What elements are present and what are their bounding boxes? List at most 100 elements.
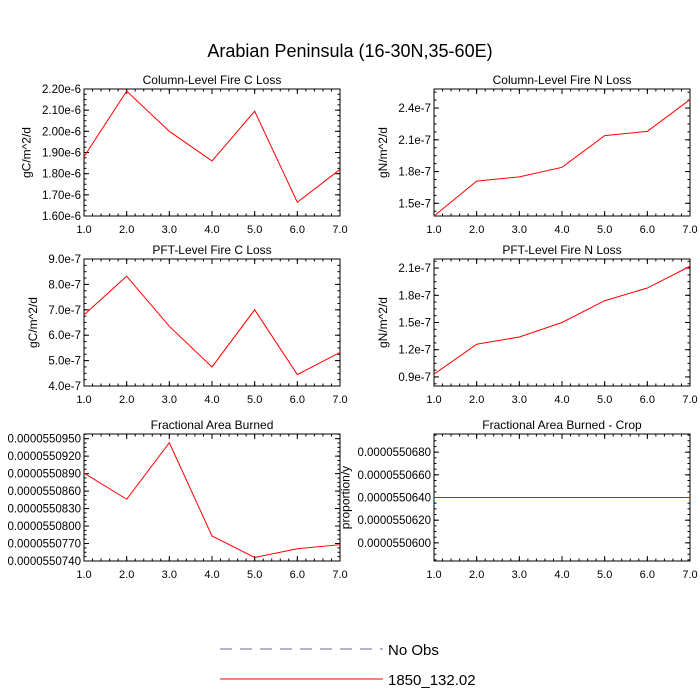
y-tick-label: 0.0000550740 xyxy=(7,556,81,568)
x-tick-label: 7.0 xyxy=(682,224,697,236)
y-tick-label: 2.20e-6 xyxy=(42,84,81,96)
x-tick-label: 2.0 xyxy=(469,569,484,581)
y-tick-label: 0.0000550860 xyxy=(7,486,81,498)
y-tick-label: 2.1e-7 xyxy=(398,263,431,275)
x-tick-label: 5.0 xyxy=(597,569,612,581)
y-tick-label: 5.0e-7 xyxy=(48,356,81,368)
panel-title: Fractional Area Burned - Crop xyxy=(482,418,642,432)
plot-frame xyxy=(83,88,341,217)
x-tick-label: 7.0 xyxy=(332,224,347,236)
x-tick-label: 5.0 xyxy=(247,224,262,236)
panel-title: PFT-Level Fire C Loss xyxy=(152,243,271,257)
y-axis-label: gN/m^2/d xyxy=(376,297,390,348)
x-tick-label: 3.0 xyxy=(512,224,527,236)
y-tick-label: 0.0000550680 xyxy=(357,447,431,459)
x-tick-label: 6.0 xyxy=(640,569,655,581)
x-tick-label: 6.0 xyxy=(640,394,655,406)
x-tick-label: 1.0 xyxy=(426,394,441,406)
y-tick-label: 9.0e-7 xyxy=(48,254,81,266)
chart-panel-4: PFT-Level Fire N Loss 1.0 2.0 3.0 4.0 5.0 6.0 7… xyxy=(376,243,698,406)
series-line-1 xyxy=(433,265,691,375)
y-tick-label: 0.0000550600 xyxy=(357,538,431,550)
x-tick-label: 5.0 xyxy=(247,394,262,406)
chart-panels: Column-Level Fire C Loss 1.0 2.0 3.0 4.0 5.0 6… xyxy=(7,73,697,581)
x-tick-label: 7.0 xyxy=(332,394,347,406)
x-tick-label: 3.0 xyxy=(512,394,527,406)
y-tick-label: 2.4e-7 xyxy=(398,103,431,115)
y-tick-label: 2.10e-6 xyxy=(42,105,81,117)
x-tick-label: 2.0 xyxy=(469,394,484,406)
y-tick-label: 1.5e-7 xyxy=(398,198,431,210)
chart-panel-6: Fractional Area Burned - Crop 1.0 2.0 3.0 4.… xyxy=(339,418,698,581)
y-tick-label: 8.0e-7 xyxy=(48,279,81,291)
y-tick-label: 1.70e-6 xyxy=(42,190,81,202)
x-tick-label: 3.0 xyxy=(162,569,177,581)
x-tick-label: 1.0 xyxy=(426,569,441,581)
x-tick-label: 1.0 xyxy=(76,224,91,236)
y-axis-label: gN/m^2/d xyxy=(376,127,390,178)
y-tick-label: 1.5e-7 xyxy=(398,318,431,330)
y-tick-label: 0.0000550770 xyxy=(7,539,81,551)
x-tick-label: 2.0 xyxy=(119,394,134,406)
x-tick-label: 7.0 xyxy=(682,394,697,406)
y-tick-label: 1.2e-7 xyxy=(398,345,431,357)
x-tick-label: 7.0 xyxy=(332,569,347,581)
y-tick-label: 2.00e-6 xyxy=(42,126,81,138)
x-tick-label: 6.0 xyxy=(290,569,305,581)
y-tick-label: 0.0000550950 xyxy=(7,434,81,446)
chart-panel-2: Column-Level Fire N Loss 1.0 2.0 3.0 4.0 5.0 6… xyxy=(376,73,698,236)
y-tick-label: 0.0000550890 xyxy=(7,469,81,481)
x-tick-label: 6.0 xyxy=(290,224,305,236)
y-tick-label: 0.0000550800 xyxy=(7,521,81,533)
series-line-1 xyxy=(433,99,691,217)
chart-panel-5: Fractional Area Burned 1.0 2.0 3.0 4.0 5.0 6.0… xyxy=(7,418,347,581)
y-tick-label: 1.8e-7 xyxy=(398,167,431,179)
y-tick-label: 7.0e-7 xyxy=(48,305,81,317)
x-tick-label: 5.0 xyxy=(597,394,612,406)
x-tick-label: 5.0 xyxy=(247,569,262,581)
chart-panel-1: Column-Level Fire C Loss 1.0 2.0 3.0 4.0 5.0 6… xyxy=(20,73,348,236)
x-tick-label: 4.0 xyxy=(554,394,569,406)
legend: No Obs 1850_132.02 xyxy=(220,642,476,689)
x-tick-label: 7.0 xyxy=(682,569,697,581)
y-tick-label: 1.80e-6 xyxy=(42,169,81,181)
x-tick-label: 4.0 xyxy=(554,224,569,236)
legend-label-1: No Obs xyxy=(388,642,439,659)
x-tick-label: 3.0 xyxy=(162,394,177,406)
series-line-1 xyxy=(83,90,341,204)
series-line-1 xyxy=(83,441,341,559)
x-tick-label: 2.0 xyxy=(119,224,134,236)
x-tick-label: 5.0 xyxy=(597,224,612,236)
y-axis-label: gC/m^2/d xyxy=(26,297,40,348)
y-axis-label: gC/m^2/d xyxy=(20,127,34,178)
panel-title: Column-Level Fire N Loss xyxy=(493,73,632,87)
chart-panel-3: PFT-Level Fire C Loss 1.0 2.0 3.0 4.0 5.0 6.0 7… xyxy=(26,243,348,406)
plot-frame xyxy=(83,433,341,562)
y-tick-label: 1.90e-6 xyxy=(42,148,81,160)
y-axis-label: proportion/y xyxy=(339,466,353,529)
x-tick-label: 1.0 xyxy=(76,569,91,581)
y-tick-label: 0.0000550920 xyxy=(7,451,81,463)
y-tick-label: 0.0000550660 xyxy=(357,470,431,482)
y-tick-label: 1.8e-7 xyxy=(398,290,431,302)
y-tick-label: 2.1e-7 xyxy=(398,135,431,147)
x-tick-label: 2.0 xyxy=(469,224,484,236)
y-tick-label: 0.9e-7 xyxy=(398,372,431,384)
panel-title: PFT-Level Fire N Loss xyxy=(502,243,621,257)
x-tick-label: 4.0 xyxy=(204,394,219,406)
x-tick-label: 3.0 xyxy=(162,224,177,236)
y-tick-label: 0.0000550620 xyxy=(357,515,431,527)
x-tick-label: 6.0 xyxy=(290,394,305,406)
figure-title: Arabian Peninsula (16-30N,35-60E) xyxy=(207,41,492,61)
y-tick-label: 6.0e-7 xyxy=(48,330,81,342)
x-tick-label: 4.0 xyxy=(204,224,219,236)
x-tick-label: 3.0 xyxy=(512,569,527,581)
x-tick-label: 2.0 xyxy=(119,569,134,581)
x-tick-label: 4.0 xyxy=(554,569,569,581)
series-line-1 xyxy=(83,275,341,376)
y-tick-label: 0.0000550640 xyxy=(357,493,431,505)
y-tick-label: 4.0e-7 xyxy=(48,381,81,393)
panel-title: Column-Level Fire C Loss xyxy=(143,73,282,87)
